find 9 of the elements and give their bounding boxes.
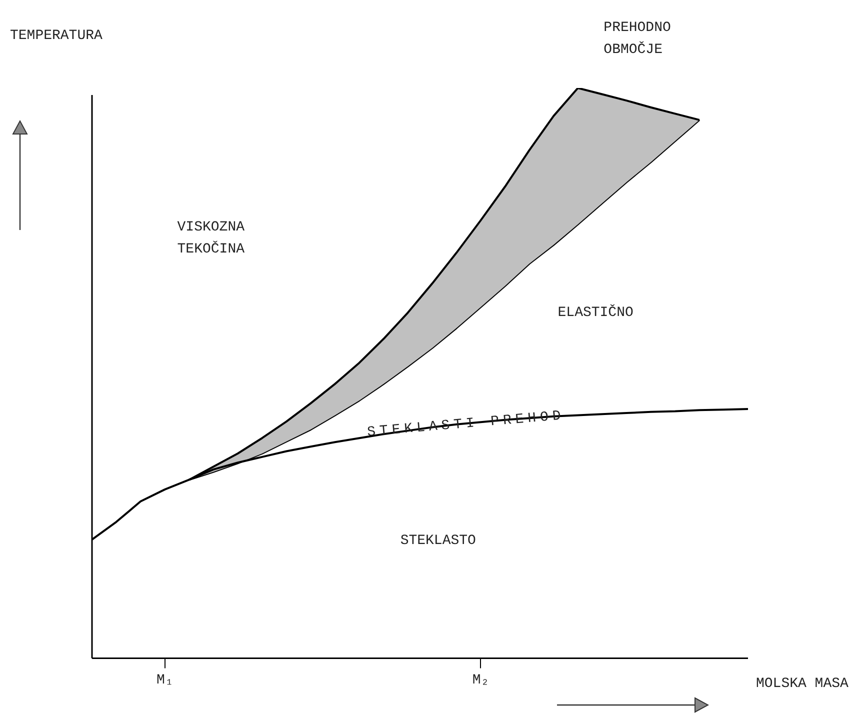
- annotation: VISKOZNA TEKOČINA: [177, 220, 246, 258]
- y-axis-title: TEMPERATURA: [10, 28, 102, 44]
- x-tick-label: M₂: [472, 672, 490, 688]
- annotation: ELASTIČNO: [558, 304, 634, 322]
- x-tick-label: M₁: [156, 672, 174, 688]
- annotation: STEKLASTI PREHOD: [366, 408, 566, 441]
- x-axis-title: MOLSKA MASA: [756, 676, 848, 692]
- text: PREHODNO OBMOČJE: [604, 20, 671, 58]
- annotation: STEKLASTO: [400, 533, 476, 550]
